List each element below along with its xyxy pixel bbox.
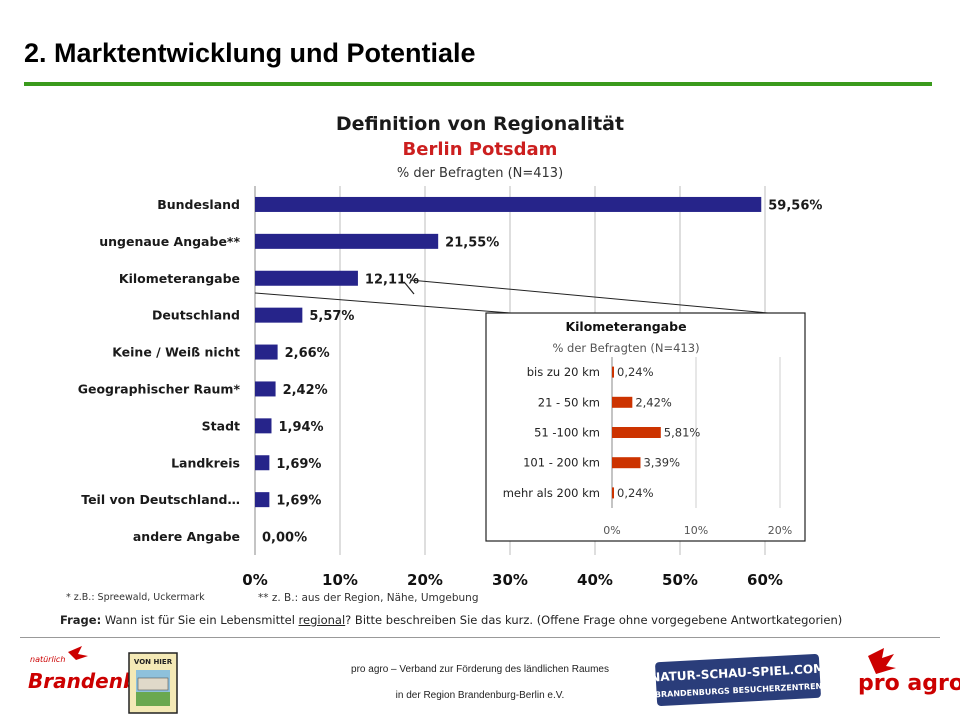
title-rule: [24, 82, 932, 86]
inset-value-label: 0,24%: [617, 486, 654, 500]
chart-subtitle-2: % der Befragten (N=413): [397, 166, 563, 181]
value-label: 2,66%: [285, 346, 330, 361]
x-tick-label: 60%: [747, 571, 783, 589]
inset-bar: [612, 427, 661, 438]
proagro-logo: pro agro: [858, 648, 960, 696]
inset-category-label: 51 -100 km: [534, 426, 600, 440]
category-label: Kilometerangabe: [119, 271, 240, 286]
inset-chart: Kilometerangabe % der Befragten (N=413) 0%…: [485, 312, 806, 542]
footer-line-1: pro agro – Verband zur Förderung des län…: [351, 664, 609, 675]
footnote-vague: ** z. B.: aus der Region, Nähe, Umgebung: [258, 592, 479, 604]
inset-value-label: 0,24%: [617, 365, 654, 379]
footer-logos: natürlich Brandenburg VON HIER NATUR-SCH…: [28, 646, 960, 714]
chart-canvas: Definition von Regionalität Berlin Potsda…: [78, 113, 823, 589]
chart-subtitle: Berlin Potsdam: [403, 139, 558, 160]
question-text-before: Wann ist für Sie ein Lebensmittel: [101, 613, 299, 627]
inset-value-label: 2,42%: [635, 395, 672, 409]
x-tick-label: 30%: [492, 571, 528, 589]
bar: [255, 344, 278, 360]
natur-schau-spiel-logo: NATUR-SCHAU-SPIEL.COM BRANDENBURGS BESUC…: [650, 653, 825, 707]
bar: [255, 233, 439, 249]
footnote-geo: * z.B.: Spreewald, Uckermark: [66, 592, 205, 603]
value-label: 1,69%: [276, 494, 321, 509]
question-text-after: ? Bitte beschreiben Sie das kurz. (Offen…: [345, 613, 843, 627]
inset-category-label: 101 - 200 km: [523, 456, 600, 470]
x-tick-label: 10%: [322, 571, 358, 589]
category-label: Bundesland: [157, 197, 240, 212]
category-label: Stadt: [202, 418, 240, 433]
vonhier-logo: VON HIER: [128, 652, 178, 714]
footer-divider: [20, 637, 940, 638]
zoom-tick: [404, 282, 415, 295]
value-label: 2,42%: [283, 383, 328, 398]
logo-proagro: pro agro: [858, 671, 960, 696]
value-label: 0,00%: [262, 531, 307, 546]
footer-line-2: in der Region Brandenburg-Berlin e.V.: [395, 690, 565, 701]
question-label: Frage:: [60, 613, 102, 627]
x-tick-label: 50%: [662, 571, 698, 589]
value-label: 1,69%: [276, 457, 321, 472]
x-tick-label: 20%: [407, 571, 443, 589]
inset-x-tick-label: 20%: [768, 524, 792, 537]
category-label: Geographischer Raum*: [78, 381, 241, 396]
inset-bar: [612, 487, 615, 499]
inset-x-tick-label: 10%: [684, 524, 708, 537]
inset-value-label: 5,81%: [664, 426, 701, 440]
chart-title: Definition von Regionalität: [336, 113, 624, 135]
category-label: Deutschland: [152, 308, 240, 323]
zoom-line-left: [254, 292, 511, 314]
bar: [255, 307, 303, 323]
value-label: 1,94%: [278, 420, 323, 435]
x-tick-label: 0%: [242, 571, 267, 589]
inset-bar: [612, 366, 615, 378]
category-label: Landkreis: [171, 455, 240, 470]
inset-bar: [612, 457, 641, 469]
inset-value-label: 3,39%: [643, 456, 680, 470]
category-label: andere Angabe: [133, 529, 240, 544]
main-chart: Definition von Regionalität Berlin Potsda…: [78, 113, 823, 589]
zoom-connector: [254, 279, 769, 314]
inset-title: Kilometerangabe: [565, 319, 686, 334]
logo-vonhier: VON HIER: [134, 658, 173, 666]
bar: [255, 492, 270, 508]
inset-category-label: mehr als 200 km: [503, 486, 600, 500]
bar: [255, 270, 358, 286]
bar: [255, 418, 272, 434]
bar: [255, 381, 276, 397]
inset-subtitle: % der Befragten (N=413): [552, 341, 699, 355]
bar: [255, 196, 762, 212]
eagle-icon: [68, 646, 88, 660]
x-tick-label: 40%: [577, 571, 613, 589]
bar: [255, 455, 270, 471]
inset-category-label: bis zu 20 km: [527, 365, 600, 379]
inset-category-label: 21 - 50 km: [538, 395, 600, 409]
category-label: ungenaue Angabe**: [99, 234, 240, 249]
zoom-line-right: [409, 279, 769, 314]
question-underlined: regional: [298, 613, 346, 627]
slide-title: 2. Marktentwicklung und Potentiale: [24, 38, 476, 68]
category-label: Keine / Weiß nicht: [112, 345, 240, 360]
eagle-icon: [868, 648, 896, 674]
inset-x-tick-label: 0%: [603, 524, 620, 537]
question-text: Frage: Wann ist für Sie ein Lebensmittel…: [60, 613, 842, 627]
inset-bar: [612, 396, 633, 408]
value-label: 59,56%: [768, 198, 822, 213]
value-label: 21,55%: [445, 235, 499, 250]
logo-left-small: natürlich: [30, 655, 65, 664]
value-label: 5,57%: [309, 309, 354, 324]
category-label: Teil von Deutschland…: [81, 492, 240, 507]
